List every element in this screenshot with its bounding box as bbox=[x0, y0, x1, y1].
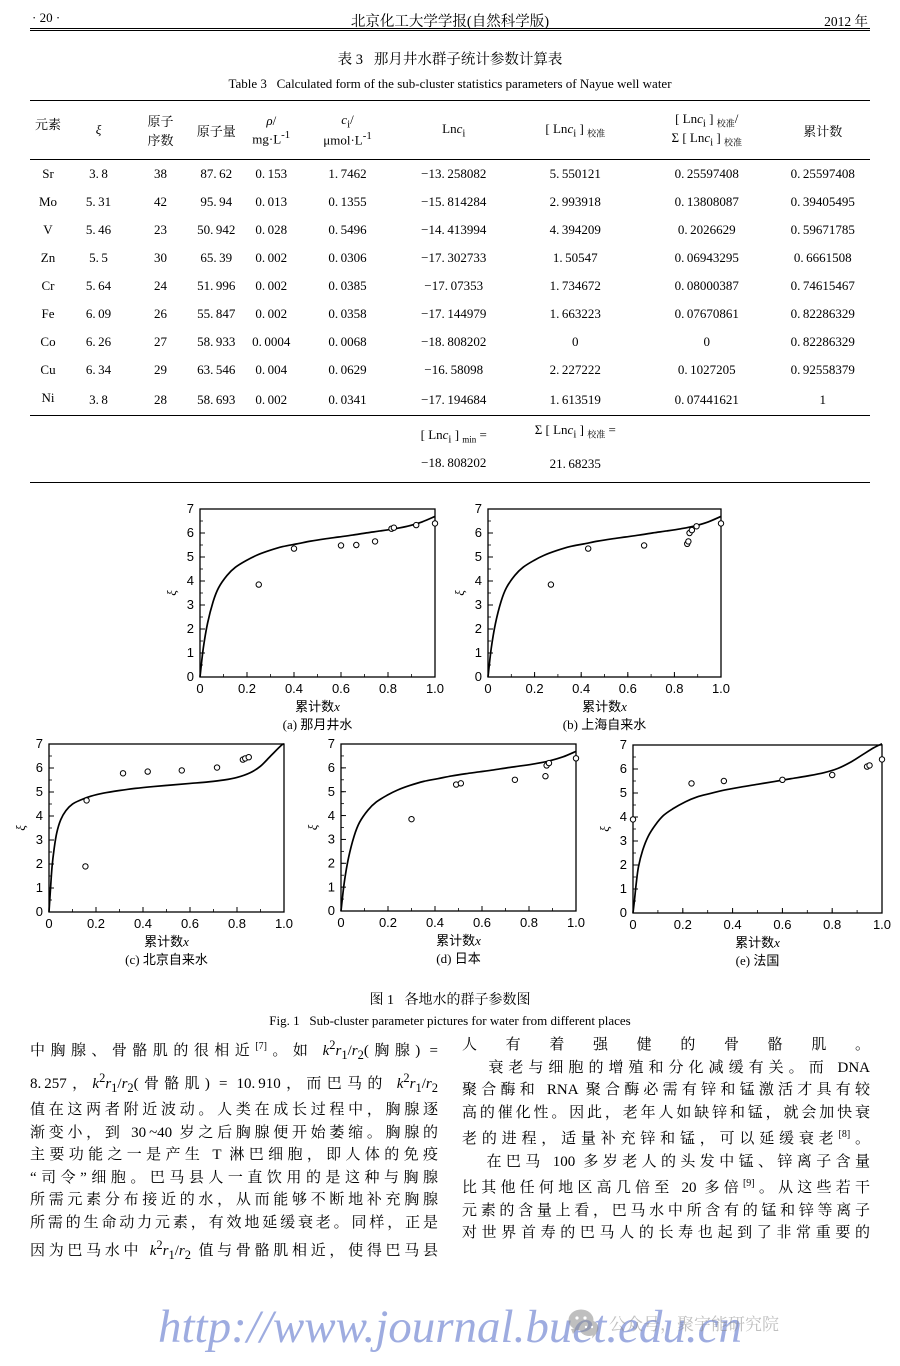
svg-text:7: 7 bbox=[36, 736, 43, 751]
svg-text:0: 0 bbox=[36, 904, 43, 919]
svg-text:0.6: 0.6 bbox=[619, 681, 637, 696]
svg-text:0.2: 0.2 bbox=[87, 916, 105, 931]
svg-text:0.4: 0.4 bbox=[134, 916, 152, 931]
svg-text:0.8: 0.8 bbox=[823, 917, 841, 932]
svg-text:0: 0 bbox=[629, 917, 636, 932]
svg-text:(e) 法国: (e) 法国 bbox=[736, 953, 780, 968]
svg-text:0.2: 0.2 bbox=[674, 917, 692, 932]
svg-text:6: 6 bbox=[620, 761, 627, 776]
svg-text:0.6: 0.6 bbox=[773, 917, 791, 932]
svg-text:公众号，聚宇能研究院: 公众号，聚宇能研究院 bbox=[609, 1310, 779, 1335]
svg-text:0: 0 bbox=[620, 905, 627, 920]
svg-text:4: 4 bbox=[187, 573, 194, 588]
svg-text:3: 3 bbox=[475, 597, 482, 612]
svg-text:0: 0 bbox=[328, 903, 335, 918]
svg-text:1: 1 bbox=[36, 880, 43, 895]
svg-text:ξ: ξ bbox=[13, 825, 28, 831]
svg-text:0.8: 0.8 bbox=[228, 916, 246, 931]
svg-text:(b) 上海自来水: (b) 上海自来水 bbox=[563, 717, 646, 732]
svg-text:0.8: 0.8 bbox=[665, 681, 683, 696]
svg-text:ξ: ξ bbox=[164, 590, 179, 596]
svg-text:4: 4 bbox=[328, 808, 335, 823]
svg-text:3: 3 bbox=[620, 833, 627, 848]
svg-text:1.0: 1.0 bbox=[275, 916, 293, 931]
svg-text:2: 2 bbox=[187, 621, 194, 636]
svg-text:0.4: 0.4 bbox=[426, 915, 444, 930]
svg-text:1.0: 1.0 bbox=[712, 681, 730, 696]
svg-text:0.4: 0.4 bbox=[285, 681, 303, 696]
svg-text:0.4: 0.4 bbox=[724, 917, 742, 932]
svg-text:4: 4 bbox=[475, 573, 482, 588]
svg-text:(a) 那月井水: (a) 那月井水 bbox=[283, 717, 353, 732]
svg-text:5: 5 bbox=[328, 784, 335, 799]
svg-text:(c) 北京自来水: (c) 北京自来水 bbox=[125, 952, 208, 967]
svg-text:0: 0 bbox=[475, 669, 482, 684]
svg-text:2: 2 bbox=[475, 621, 482, 636]
svg-text:累计数x: 累计数x bbox=[436, 933, 481, 948]
svg-text:0.8: 0.8 bbox=[379, 681, 397, 696]
svg-text:1.0: 1.0 bbox=[873, 917, 891, 932]
svg-text:0: 0 bbox=[484, 681, 491, 696]
svg-text:5: 5 bbox=[475, 549, 482, 564]
svg-text:3: 3 bbox=[328, 832, 335, 847]
svg-text:0: 0 bbox=[187, 669, 194, 684]
svg-text:7: 7 bbox=[328, 736, 335, 751]
svg-text:5: 5 bbox=[620, 785, 627, 800]
svg-text:ξ: ξ bbox=[305, 824, 320, 830]
svg-text:6: 6 bbox=[328, 760, 335, 775]
svg-text:0.2: 0.2 bbox=[379, 915, 397, 930]
svg-text:2: 2 bbox=[36, 856, 43, 871]
svg-text:3: 3 bbox=[187, 597, 194, 612]
svg-text:1: 1 bbox=[620, 881, 627, 896]
svg-text:4: 4 bbox=[620, 809, 627, 824]
svg-text:0.2: 0.2 bbox=[526, 681, 544, 696]
svg-text:0.8: 0.8 bbox=[520, 915, 538, 930]
svg-text:1.0: 1.0 bbox=[567, 915, 585, 930]
svg-text:ξ: ξ bbox=[452, 590, 467, 596]
svg-text:3: 3 bbox=[36, 832, 43, 847]
svg-text:累计数x: 累计数x bbox=[582, 699, 627, 714]
svg-text:0: 0 bbox=[45, 916, 52, 931]
svg-text:7: 7 bbox=[475, 501, 482, 516]
svg-text:0.6: 0.6 bbox=[473, 915, 491, 930]
svg-text:累计数x: 累计数x bbox=[735, 935, 780, 950]
svg-text:2: 2 bbox=[620, 857, 627, 872]
svg-text:6: 6 bbox=[187, 525, 194, 540]
svg-text:7: 7 bbox=[620, 737, 627, 752]
svg-text:0.6: 0.6 bbox=[181, 916, 199, 931]
svg-text:4: 4 bbox=[36, 808, 43, 823]
svg-text:5: 5 bbox=[187, 549, 194, 564]
svg-text:0: 0 bbox=[196, 681, 203, 696]
svg-text:6: 6 bbox=[475, 525, 482, 540]
svg-text:0.6: 0.6 bbox=[332, 681, 350, 696]
svg-text:2: 2 bbox=[328, 855, 335, 870]
svg-text:0: 0 bbox=[337, 915, 344, 930]
svg-text:6: 6 bbox=[36, 760, 43, 775]
svg-text:ξ: ξ bbox=[597, 826, 612, 832]
svg-text:(d) 日本: (d) 日本 bbox=[436, 951, 480, 966]
svg-text:0.2: 0.2 bbox=[238, 681, 256, 696]
svg-text:7: 7 bbox=[187, 501, 194, 516]
svg-text:1: 1 bbox=[475, 645, 482, 660]
svg-text:累计数x: 累计数x bbox=[144, 934, 189, 949]
svg-text:1: 1 bbox=[187, 645, 194, 660]
svg-text:5: 5 bbox=[36, 784, 43, 799]
svg-text:0.4: 0.4 bbox=[572, 681, 590, 696]
svg-text:1: 1 bbox=[328, 879, 335, 894]
svg-text:累计数x: 累计数x bbox=[295, 699, 340, 714]
